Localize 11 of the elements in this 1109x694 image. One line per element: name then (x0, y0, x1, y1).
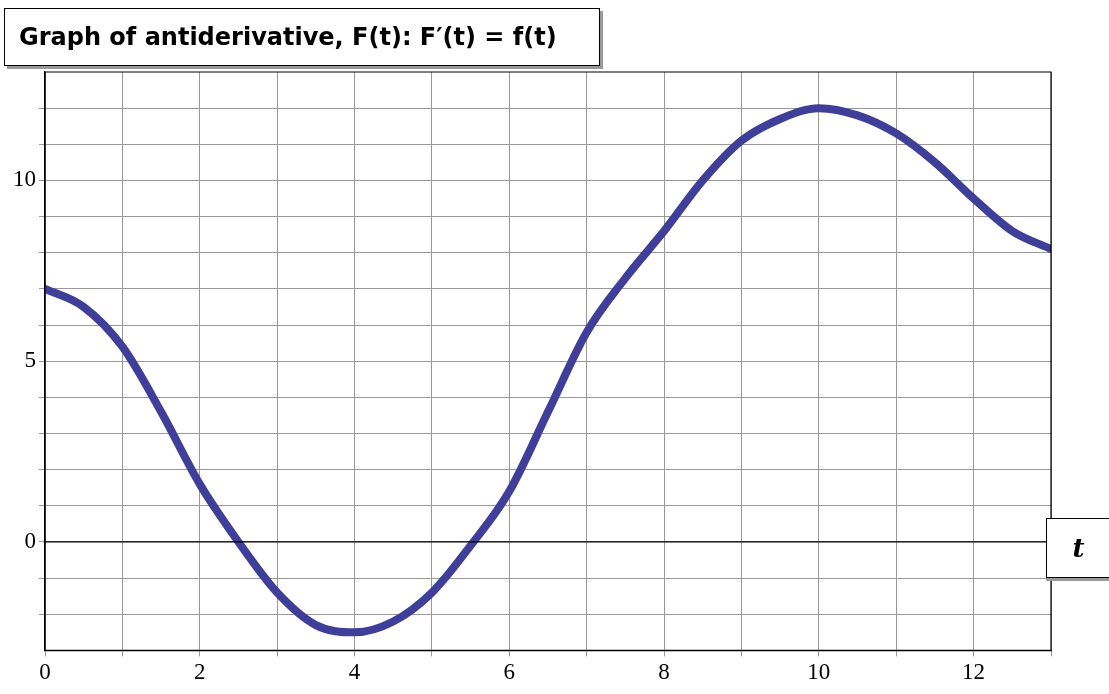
y-tick-label: 0 (24, 528, 36, 553)
x-axis-title: t (1046, 518, 1109, 578)
y-tick-label: 10 (13, 166, 36, 192)
y-tick-label: 5 (24, 347, 36, 373)
x-tick-label: 10 (807, 659, 831, 685)
chart-title: Graph of antiderivative, F(t): F′(t) = f(t) (4, 8, 600, 66)
x-tick-label: 12 (962, 659, 986, 685)
x-tick-label: 4 (348, 659, 361, 685)
x-tick-label: 2 (194, 659, 206, 685)
x-tick-label: 6 (503, 659, 516, 685)
x-tick-label: 8 (658, 659, 670, 685)
